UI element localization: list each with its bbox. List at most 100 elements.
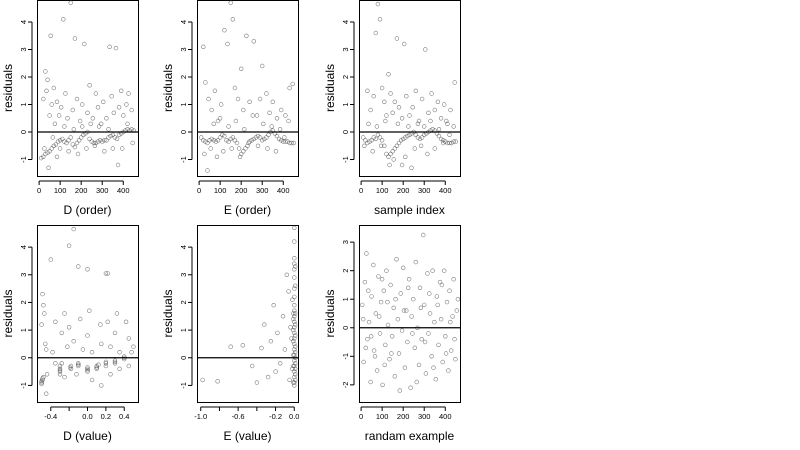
data-point [226,124,231,129]
data-point [416,362,422,368]
y-axis-title: residuals [161,289,175,337]
data-point [261,121,266,127]
data-point [371,262,376,268]
data-point [105,271,110,276]
data-point [368,107,373,113]
data-point [390,110,395,116]
data-point [222,133,227,139]
data-point [78,135,84,140]
data-point [206,96,211,102]
data-point [62,311,67,316]
data-point [99,383,104,388]
data-point [362,143,367,149]
data-point [431,365,436,370]
data-point [450,314,455,319]
panel-sample-index: 0 100 200 300 400 -1 0 1 2 3 4 sample index residual… [323,0,461,217]
data-point [217,135,223,140]
y-axis-title: residuals [1,64,15,112]
y-tick-label: -1 [19,382,28,389]
data-point [412,146,417,151]
data-point [287,377,292,383]
x-tick-label: 100 [376,412,389,421]
data-point [257,135,263,140]
data-point [441,140,446,146]
data-point [388,91,393,96]
data-point [235,96,241,102]
y-tick-label: 1 [19,102,28,106]
data-point [292,267,297,272]
data-point [410,331,415,336]
data-point [292,286,297,291]
data-point [446,368,451,373]
data-point [48,257,53,262]
data-point [389,351,394,356]
data-point [205,168,210,173]
data-point [401,308,407,313]
data-point [59,330,64,336]
x-tick-label: 100 [214,186,227,195]
data-point [365,337,370,342]
data-point [202,151,207,157]
data-point [112,358,118,363]
data-point [388,282,393,288]
data-point [75,151,81,157]
y-tick-label: -2 [341,382,350,389]
data-point [48,33,53,38]
data-point [380,382,385,388]
data-point [250,113,256,118]
data-point [257,96,263,102]
data-point [39,322,44,327]
data-point [438,317,444,322]
data-point [41,303,46,308]
data-point [371,93,376,99]
x-tick-label: 200 [235,186,248,195]
data-point [448,107,453,113]
data-point [412,345,417,350]
data-point [232,85,238,91]
data-point [292,374,297,380]
data-point [361,135,366,140]
data-point [382,143,387,149]
data-point [373,30,378,36]
panel-d-order: 0 100 200 300 400 -1 0 1 2 3 4 D (order) residuals [1,0,139,217]
data-point [72,36,78,41]
data-point [371,348,377,353]
data-point [126,363,132,369]
data-point [57,366,63,371]
y-tick-label: 4 [19,245,28,249]
data-point [449,348,454,353]
data-point [118,88,124,94]
data-point [44,88,49,94]
x-tick-label: 200 [397,186,410,195]
data-point [101,99,106,105]
data-point [363,138,368,143]
data-point [107,44,112,49]
data-point [452,337,457,342]
data-point [59,361,64,366]
data-point [230,135,236,140]
data-point [217,116,223,121]
y-tick-label: 3 [179,273,188,277]
data-point [228,0,233,5]
data-point [425,151,430,157]
data-point [87,308,92,313]
data-point [395,317,401,322]
data-point [268,339,274,344]
x-tick-label: -0.6 [232,412,245,421]
data-point [70,107,76,113]
y-tick-label: 2 [19,300,28,304]
data-point [124,102,129,107]
data-point [93,91,99,96]
panel-e-value: -1.0 -0.6 -0.2 0.0 -1 0 1 2 3 4 E (value) residuals [161,225,299,443]
data-point [398,291,403,296]
data-point [292,303,297,308]
x-tick-label: 0.2 [101,412,111,421]
y-tick-label: -1 [341,156,350,163]
plot-frame [37,0,139,177]
data-point [280,314,286,319]
data-point [425,271,430,276]
data-point [219,102,224,107]
data-point [435,99,441,105]
data-point [66,149,71,154]
data-point [91,140,97,146]
